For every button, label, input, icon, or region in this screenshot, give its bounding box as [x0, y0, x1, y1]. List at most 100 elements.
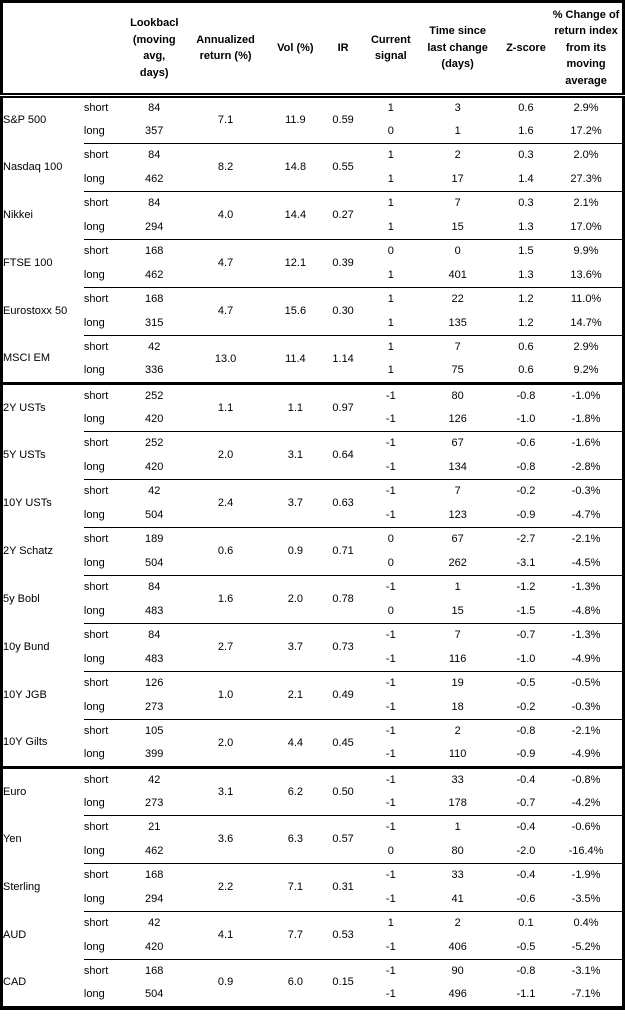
row-type-label: short	[83, 191, 131, 216]
time-since-value: 7	[413, 623, 502, 648]
zscore-value: -1.2	[501, 575, 551, 600]
annualized-return-value: 1.1	[178, 382, 273, 432]
table-row-long: long 336 1 75 0.6 9.2%	[2, 360, 624, 384]
vol-value: 12.1	[272, 239, 318, 288]
pct-change-value: 13.6%	[570, 268, 602, 281]
lookback-value: 105	[130, 719, 179, 744]
table-row-short: FTSE 100 short 168 4.7 12.1 0.39 0 0 1.5 9.9%	[2, 239, 624, 288]
time-since-value: 1	[454, 124, 461, 137]
vol-value: 15.6	[272, 287, 318, 336]
table-row-long: long 273 -1 18 -0.2 -0.3%	[2, 696, 624, 720]
zscore-value: -1.1	[516, 988, 536, 1000]
row-type-label: short	[83, 863, 131, 888]
pct-change-value: 17.2%	[570, 124, 602, 137]
row-type-label: short	[83, 527, 131, 552]
current-signal-value: 1	[387, 172, 394, 185]
current-signal-value: -1	[385, 940, 396, 953]
annualized-return-value: 2.2	[178, 863, 273, 912]
pct-change-value: -1.3%	[550, 623, 624, 648]
zscore-value: 1.5	[501, 239, 551, 264]
current-signal-value: -1	[385, 508, 396, 521]
asset-name: 10y Bund	[3, 641, 50, 653]
pct-change-value: -0.8%	[550, 766, 624, 792]
asset-name: Eurostoxx 50	[3, 305, 68, 317]
time-since-value: 33	[413, 863, 502, 888]
ir-value: 0.64	[317, 431, 369, 480]
pct-change-value: 2.0%	[550, 143, 624, 168]
lookback-value: 504	[145, 508, 164, 521]
current-signal-value: -1	[368, 671, 414, 696]
pct-change-value: -1.0%	[550, 382, 624, 408]
asset-name: 2Y Schatz	[3, 545, 53, 557]
row-type-label: short	[83, 102, 109, 115]
current-signal-value: 0	[387, 604, 394, 617]
time-since-value: 406	[448, 940, 467, 953]
ir-value: 0.15	[317, 959, 369, 1008]
current-signal-column-header: Current signal	[368, 1, 414, 98]
zscore-value: -1.0	[516, 412, 536, 425]
table-row-short: 2Y Schatz short 189 0.6 0.9 0.71 0 67 -2.7 -2.1%	[2, 527, 624, 576]
time-since-value: 2	[413, 719, 502, 744]
row-type-label: short	[83, 287, 131, 312]
annualized-return-value: 2.0	[178, 431, 273, 480]
row-type-label: long	[83, 124, 105, 137]
zscore-value: -0.8	[516, 460, 536, 473]
pct-change-value: 17.0%	[570, 220, 602, 233]
ir-value: 0.50	[317, 766, 369, 816]
time-since-value: 134	[448, 460, 467, 473]
ir-value: 0.55	[317, 143, 369, 192]
time-since-value: 135	[448, 316, 467, 329]
table-row-short: 10y Bund short 84 2.7 3.7 0.73 -1 7 -0.7 -1.3%	[2, 623, 624, 672]
vol-value: 11.9	[285, 114, 306, 126]
row-type-label: long	[83, 508, 105, 521]
vol-value: 6.2	[272, 766, 318, 816]
table-row-long: long 462 1 17 1.4 27.3%	[2, 168, 624, 192]
current-signal-value: 1	[368, 191, 414, 216]
lookback-value: 168	[130, 239, 179, 264]
ir-value: 0.31	[317, 863, 369, 912]
row-type-column-header	[83, 1, 131, 98]
vol-value: 14.8	[272, 143, 318, 192]
table-row-long: long 462 1 401 1.3 13.6%	[2, 264, 624, 288]
pct-change-value: -5.2%	[571, 940, 601, 953]
row-type-label: long	[83, 220, 105, 233]
current-signal-value: -1	[385, 748, 396, 761]
lookback-value: 273	[145, 700, 164, 713]
lookback-value: 483	[145, 652, 164, 665]
lookback-value: 42	[130, 766, 179, 792]
time-since-value: 401	[448, 268, 467, 281]
row-type-label: long	[83, 412, 105, 425]
pct-change-value: -2.8%	[571, 460, 601, 473]
table-row-short: 5y Bobl short 84 1.6 2.0 0.78 -1 1 -1.2 -1.3%	[2, 575, 624, 624]
time-since-value: 2	[413, 143, 502, 168]
row-type-label: long	[83, 268, 105, 281]
time-since-value: 22	[413, 287, 502, 312]
time-since-value: 18	[451, 700, 464, 713]
pct-change-value: -0.3%	[550, 479, 624, 504]
table-row-long: long 483 -1 116 -1.0 -4.9%	[2, 648, 624, 672]
zscore-value: 1.3	[518, 220, 534, 233]
pct-change-value: -7.1%	[571, 988, 601, 1000]
vol-value: 3.1	[272, 431, 318, 480]
lookback-value: 399	[145, 748, 164, 761]
current-signal-value: 0	[368, 527, 414, 552]
current-signal-value: -1	[385, 460, 396, 473]
time-since-value: 2	[413, 911, 502, 936]
row-type-label: short	[83, 766, 131, 792]
annualized-return-value: 3.1	[178, 766, 273, 816]
current-signal-value: -1	[385, 796, 396, 809]
pct-change-value: -2.1%	[550, 719, 624, 744]
row-type-label: short	[83, 815, 131, 840]
time-since-value: 1	[413, 575, 502, 600]
time-since-value: 7	[413, 191, 502, 216]
table-row-short: CAD short 168 0.9 6.0 0.15 -1 90 -0.8 -3.1%	[2, 959, 624, 1008]
zscore-value: 1.4	[518, 172, 534, 185]
current-signal-value: 1	[368, 287, 414, 312]
table-row-short: 10Y JGB short 126 1.0 2.1 0.49 -1 19 -0.5 -0.5%	[2, 671, 624, 720]
row-type-label: long	[83, 748, 105, 761]
pct-change-value: -4.7%	[571, 508, 601, 521]
vol-value: 6.0	[272, 959, 318, 1008]
lookback-value: 357	[145, 124, 164, 137]
zscore-value: -1.5	[516, 604, 536, 617]
asset-name: Yen	[3, 833, 22, 845]
